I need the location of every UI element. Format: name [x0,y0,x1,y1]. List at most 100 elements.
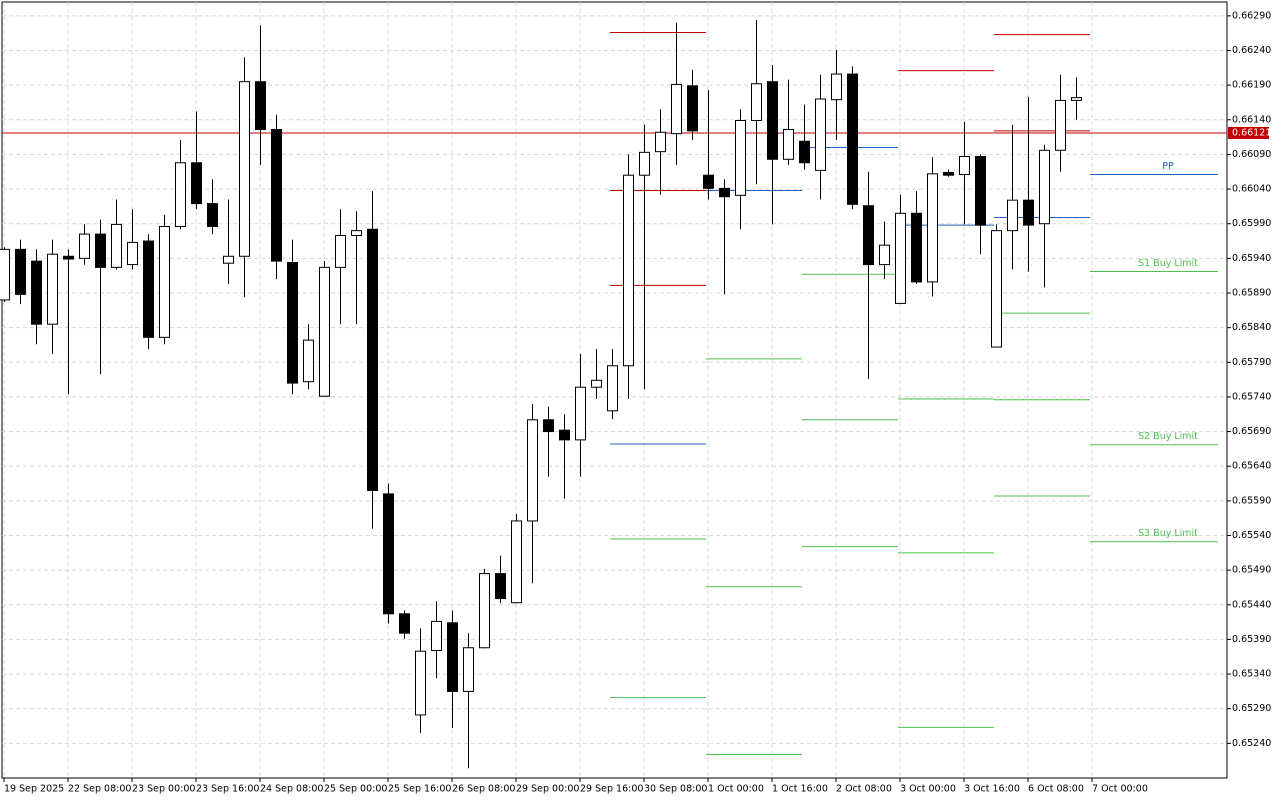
candle-body [767,81,778,160]
x-tick-label: 3 Oct 16:00 [964,784,1020,795]
pivot-label: S2 Buy Limit [1138,431,1198,442]
x-tick-label: 2 Oct 08:00 [836,784,892,795]
y-tick-label: 0.65940 [1232,253,1271,264]
y-tick-label: 0.66290 [1232,10,1271,21]
last-price-box [1228,126,1269,139]
y-tick-label: 0.65840 [1232,322,1271,333]
candle-body [527,419,538,522]
y-tick-label: 0.65890 [1232,288,1271,299]
y-tick-label: 0.65990 [1232,218,1271,229]
y-tick-label: 0.65690 [1232,426,1271,437]
y-tick-label: 0.65440 [1232,599,1271,610]
x-tick-label: 25 Sep 16:00 [388,784,451,795]
x-tick-label: 1 Oct 16:00 [772,784,828,795]
candle-body [543,419,554,433]
x-tick-label: 19 Sep 2025 [4,784,64,795]
candle-body [63,255,74,260]
y-tick-label: 0.66240 [1232,45,1271,56]
candle-body [431,620,442,652]
candle-body [239,81,250,257]
candle-body [255,81,266,130]
candle-body [671,83,682,135]
candle-body [1039,149,1050,225]
candle-body [623,174,634,367]
x-tick-label: 25 Sep 00:00 [324,784,387,795]
candle-body [287,262,298,384]
pivot-label: PP [1162,161,1174,172]
candle-body [0,248,10,301]
x-tick-label: 7 Oct 00:00 [1092,784,1148,795]
candle-body [991,230,1002,348]
candle-body [191,162,202,205]
candle-body [479,573,490,649]
y-tick-label: 0.65390 [1232,634,1271,645]
candle-body [1023,199,1034,226]
y-tick-label: 0.65240 [1232,738,1271,749]
candle-body [719,187,730,198]
candle-body [111,223,122,268]
candle-body [879,244,890,266]
candle-body [959,156,970,176]
candle-body [415,650,426,716]
x-tick-label: 23 Sep 16:00 [196,784,259,795]
candle-body [943,171,954,176]
candle-body [783,128,794,160]
candle-body [975,156,986,226]
y-tick-label: 0.65590 [1232,495,1271,506]
candle-body [95,233,106,268]
candle-body [79,233,90,259]
candle-body [927,173,938,283]
candle-body [799,140,810,164]
candle-body [175,162,186,227]
candle-body [847,73,858,205]
candle-body [1071,97,1082,101]
x-tick-label: 23 Sep 00:00 [132,784,195,795]
pivot-label: S1 Buy Limit [1138,258,1198,269]
x-tick-label: 26 Sep 08:00 [452,784,515,795]
candle-body [575,386,586,441]
candle-body [463,647,474,692]
candle-body [143,240,154,338]
candle-body [319,266,330,397]
candle-body [1007,199,1018,232]
candle-body [127,241,138,266]
candle-body [687,85,698,132]
candle-body [47,253,58,325]
x-tick-label: 3 Oct 00:00 [900,784,956,795]
candle-body [223,255,234,264]
candle-body [31,260,42,325]
candle-body [399,613,410,634]
candle-body [207,203,218,227]
candle-body [655,131,666,153]
x-tick-label: 29 Sep 16:00 [580,784,643,795]
candle-body [639,151,650,176]
y-tick-label: 0.66140 [1232,114,1271,125]
candle-body [367,228,378,491]
candle-body [271,128,282,262]
candle-body [895,212,906,304]
candle-body [15,248,26,295]
candle-body [351,230,362,236]
candle-body [383,493,394,615]
candle-body [591,379,602,388]
candle-body [511,520,522,604]
candle-body [447,622,458,692]
y-tick-label: 0.65490 [1232,565,1271,576]
pivot-label: S3 Buy Limit [1138,528,1198,539]
candle-body [735,119,746,196]
x-tick-label: 24 Sep 08:00 [260,784,323,795]
candle-body [703,174,714,189]
candle-body [303,339,314,383]
candle-body [607,365,618,412]
candle-body [1055,99,1066,151]
y-tick-label: 0.65790 [1232,357,1271,368]
x-tick-label: 30 Sep 08:00 [644,784,707,795]
candle-body [335,234,346,268]
candle-body [911,212,922,283]
candle-body [559,429,570,441]
x-tick-label: 22 Sep 08:00 [68,784,131,795]
y-tick-label: 0.66090 [1232,149,1271,160]
x-tick-label: 29 Sep 00:00 [516,784,579,795]
